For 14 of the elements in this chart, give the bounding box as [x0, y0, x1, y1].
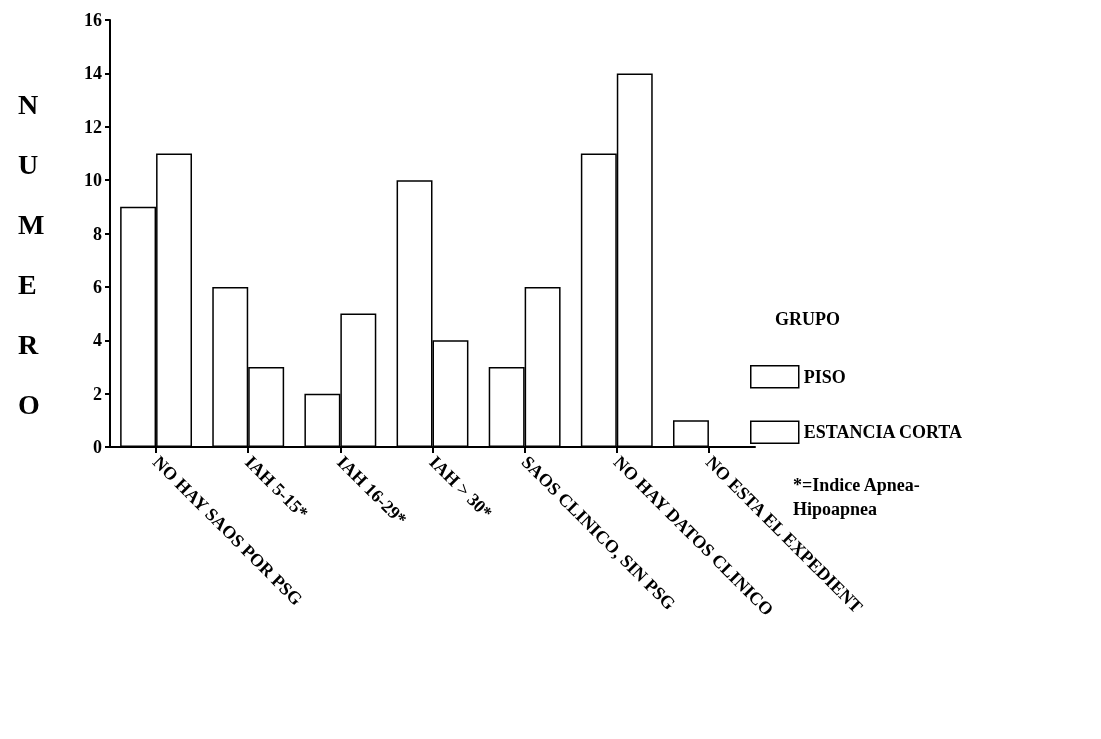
y-axis-title: NUMERO [18, 88, 45, 420]
y-tick-label: 0 [93, 437, 102, 457]
y-tick-label: 8 [93, 223, 102, 244]
y-tick-label: 2 [93, 383, 102, 404]
y-tick-label: 12 [84, 116, 102, 137]
y-tick-label: 6 [93, 276, 102, 297]
text: *=Indice Apnea- Hipoapnea [793, 475, 920, 519]
legend-label: ESTANCIA CORTA [803, 422, 962, 443]
legend-title: GRUPO [775, 309, 840, 329]
legend-label: PISO [803, 366, 846, 387]
y-tick-label: 16 [84, 10, 102, 30]
y-tick-label: 4 [93, 330, 102, 351]
y-tick-label: 14 [84, 63, 102, 84]
y-tick-label: 10 [84, 170, 102, 191]
